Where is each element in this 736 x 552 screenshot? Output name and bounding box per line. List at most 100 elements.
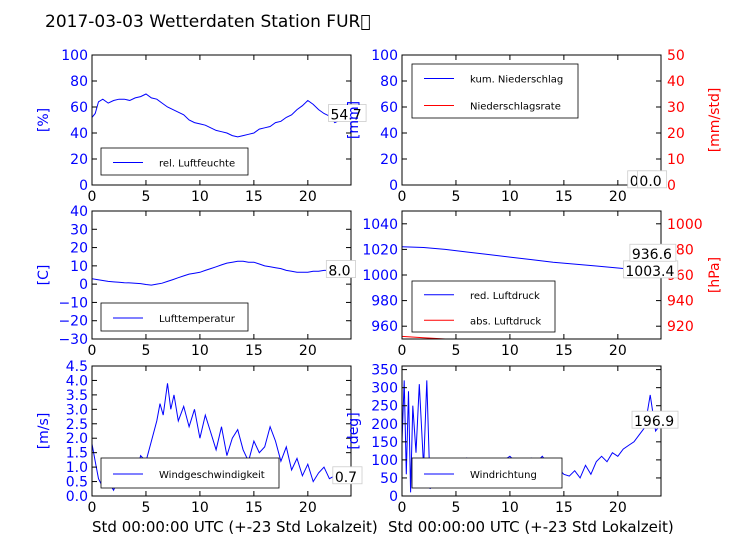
y-tick-label-pressure-2: 1000: [362, 268, 398, 284]
legend-humidity: rel. Luftfeuchte: [100, 147, 249, 176]
y-tick-label-temperature-3: 0: [79, 277, 88, 293]
legend-label-humidity-0: rel. Luftfeuchte: [159, 159, 235, 170]
x-tick-label-winddirection-1: 5: [451, 500, 460, 516]
annotation-label-winddirection-0: 196.9: [634, 414, 674, 430]
y-tick-label-windspeed-3: 1.5: [66, 446, 88, 462]
y-tick-label-temperature-7: 40: [70, 204, 88, 220]
ylabel-precipitation: [mm]: [346, 101, 362, 139]
plot-frame-precipitation: [401, 54, 662, 186]
y-tick-label-windspeed-8: 4.0: [66, 373, 88, 389]
y-tick-label-winddirection-4: 200: [371, 417, 398, 433]
legend-label-temperature-0: Lufttemperatur: [159, 314, 236, 325]
annotation-box-humidity-0: [328, 104, 367, 122]
legend-label-windspeed-0: Windgeschwindigkeit: [159, 470, 265, 481]
annotation-label-pressure-1: 936.6: [632, 247, 672, 263]
annotation-box-winddirection-0: [631, 410, 679, 429]
y-tick-label-humidity-3: 60: [70, 100, 88, 116]
y-tick-right-label-pressure-1: 940: [667, 294, 694, 310]
y-tick-label-humidity-0: 0: [79, 178, 88, 194]
annotation-windspeed-0: 0.7: [332, 466, 363, 486]
y-tick-label-winddirection-1: 50: [380, 471, 398, 487]
ylabel-right-precipitation: [mm/std]: [707, 88, 723, 153]
x-tick-label-humidity-2: 10: [191, 189, 209, 205]
y-tick-label-winddirection-5: 250: [371, 399, 398, 415]
y-tick-label-winddirection-7: 350: [371, 363, 398, 379]
y-tick-label-winddirection-0: 0: [389, 489, 398, 505]
annotation-precipitation-1: 0.0: [637, 170, 668, 190]
legend-box-winddirection: [411, 457, 563, 489]
y-tick-right-label-pressure-0: 920: [667, 319, 694, 335]
ylabel-windspeed: [m/s]: [36, 413, 52, 450]
annotation-label-precipitation-1: 0.0: [639, 174, 661, 190]
annotation-box-pressure-1: [629, 243, 677, 262]
x-tick-label-pressure-1: 5: [451, 343, 460, 359]
x-tick-label-humidity-4: 20: [299, 189, 317, 205]
legend-box-temperature: [100, 302, 249, 332]
x-tick-label-precipitation-3: 15: [555, 189, 573, 205]
legend-label-winddirection-0: Windrichtung: [470, 470, 537, 481]
y-tick-label-windspeed-9: 4.5: [66, 359, 88, 375]
y-tick-label-windspeed-6: 3.0: [66, 402, 88, 418]
legend-label-precipitation-0: kum. Niederschlag: [470, 75, 563, 86]
xlabel-left: Std 00:00:00 UTC (+-23 Std Lokalzeit): [92, 518, 378, 536]
annotation-temperature-0: 8.0: [325, 260, 356, 280]
x-tick-label-humidity-0: 0: [88, 189, 97, 205]
ylabel-temperature: [C]: [36, 265, 52, 286]
x-tick-label-temperature-1: 5: [141, 343, 150, 359]
legend-label-precipitation-1: Niederschlagsrate: [470, 102, 561, 113]
annotation-box-windspeed-0: [332, 466, 363, 485]
y-tick-label-windspeed-4: 2.0: [66, 431, 88, 447]
y-tick-label-windspeed-1: 0.5: [66, 475, 88, 491]
plot-frame-winddirection: [401, 365, 662, 497]
y-tick-label-temperature-4: 10: [70, 259, 88, 275]
y-tick-right-label-precipitation-4: 40: [667, 74, 685, 90]
x-tick-label-windspeed-0: 0: [88, 500, 97, 516]
y-tick-right-label-pressure-4: 1000: [667, 217, 703, 233]
y-tick-label-winddirection-3: 150: [371, 435, 398, 451]
y-tick-label-precipitation-4: 80: [380, 74, 398, 90]
y-tick-label-winddirection-6: 300: [371, 381, 398, 397]
y-tick-right-label-precipitation-0: 0: [667, 178, 676, 194]
y-tick-right-label-precipitation-1: 10: [667, 152, 685, 168]
series-line-pressure-0: [402, 246, 661, 272]
annotation-label-temperature-0: 8.0: [328, 264, 350, 280]
x-tick-label-windspeed-3: 15: [245, 500, 263, 516]
legend-box-pressure: [411, 280, 556, 333]
legend-windspeed: Windgeschwindigkeit: [100, 457, 280, 489]
panel-temperature: 0 5 10 15 20 −30 −20 −10 0 10 20 30 40 [C] Lufttempera…: [36, 204, 356, 359]
y-tick-label-precipitation-3: 60: [380, 100, 398, 116]
y-tick-right-label-precipitation-3: 30: [667, 100, 685, 116]
panel-winddirection: 0 5 10 15 20050100150200250300350[deg]Windri…: [346, 363, 679, 516]
panel-humidity: 0 5 10 15 20 0 20 40 60 80 100 [%] rel. Luftfeuchte 5…: [36, 48, 367, 205]
x-tick-label-winddirection-3: 15: [555, 500, 573, 516]
y-tick-label-humidity-5: 100: [61, 48, 88, 64]
legend-label-pressure-0: red. Luftdruck: [470, 291, 540, 302]
x-tick-label-winddirection-2: 10: [501, 500, 519, 516]
x-tick-label-precipitation-0: 0: [398, 189, 407, 205]
legend-temperature: Lufttemperatur: [100, 302, 249, 332]
x-tick-label-precipitation-2: 10: [501, 189, 519, 205]
x-tick-label-temperature-3: 15: [245, 343, 263, 359]
y-tick-label-humidity-1: 20: [70, 152, 88, 168]
annotation-label-pressure-0: 1003.4: [625, 264, 674, 280]
y-tick-label-winddirection-2: 100: [371, 453, 398, 469]
x-tick-label-winddirection-4: 20: [609, 500, 627, 516]
annotation-humidity-0: 54.7: [328, 104, 367, 124]
plot-frame-windspeed: [91, 365, 352, 497]
x-tick-label-pressure-3: 15: [555, 343, 573, 359]
x-tick-label-humidity-3: 15: [245, 189, 263, 205]
y-tick-label-precipitation-0: 0: [389, 178, 398, 194]
annotation-pressure-0: 1003.4: [622, 260, 679, 280]
x-tick-label-temperature-4: 20: [299, 343, 317, 359]
x-tick-label-windspeed-4: 20: [299, 500, 317, 516]
xlabel-right: Std 00:00:00 UTC (+-23 Std Lokalzeit): [388, 518, 674, 536]
legend-box-windspeed: [100, 457, 280, 489]
annotation-winddirection-0: 196.9: [631, 410, 679, 430]
y-tick-label-pressure-0: 960: [371, 319, 398, 335]
figure-title: 2017-03-03 Wetterdaten Station FUR : [45, 12, 371, 32]
ylabel-right-pressure: [hPa]: [707, 257, 723, 293]
x-tick-label-windspeed-2: 10: [191, 500, 209, 516]
legend-winddirection: Windrichtung: [411, 457, 563, 489]
y-tick-right-label-precipitation-2: 20: [667, 126, 685, 142]
